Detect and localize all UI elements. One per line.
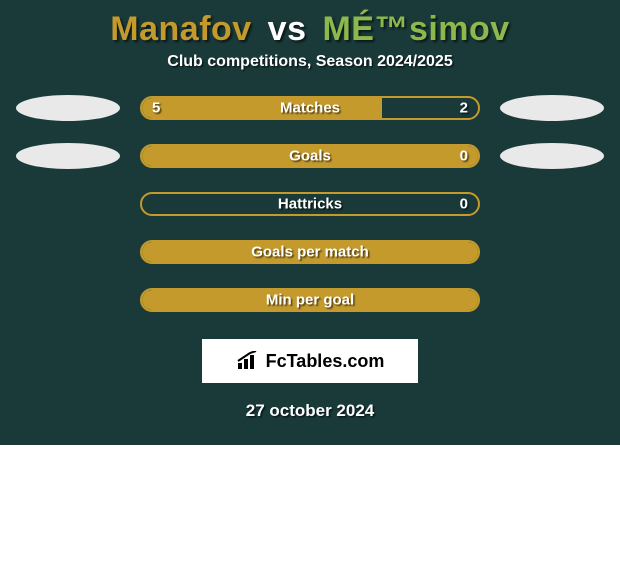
bar-right-value: 0 [460, 148, 468, 165]
logo-text: FcTables.com [266, 351, 385, 372]
left-oval [16, 95, 120, 121]
right-oval-placeholder [500, 239, 604, 265]
bar-label: Hattricks [278, 196, 342, 213]
bar-right-value: 2 [460, 100, 468, 117]
bar-label: Goals [289, 148, 331, 165]
bar-track: Min per goal [140, 288, 480, 312]
player2-name: MÉ™simov [322, 10, 509, 48]
page-title: Manafov vs MÉ™simov [0, 0, 620, 53]
bar-fill [142, 98, 382, 118]
bar-label: Goals per match [251, 244, 369, 261]
left-oval-placeholder [16, 239, 120, 265]
bar-track: Goals 0 [140, 144, 480, 168]
left-oval-placeholder [16, 287, 120, 313]
stats-container: 5 Matches 2 Goals 0 Hattricks 0 [0, 95, 620, 313]
stat-row-goals: Goals 0 [0, 143, 620, 169]
date-text: 27 october 2024 [0, 401, 620, 421]
stat-row-mpg: Min per goal [0, 287, 620, 313]
bar-left-value: 5 [152, 100, 160, 117]
vs-text: vs [268, 10, 307, 48]
logo-box: FcTables.com [202, 339, 418, 383]
bar-track: Goals per match [140, 240, 480, 264]
stat-row-gpm: Goals per match [0, 239, 620, 265]
bar-track: Hattricks 0 [140, 192, 480, 216]
left-oval [16, 143, 120, 169]
subtitle: Club competitions, Season 2024/2025 [0, 53, 620, 95]
right-oval [500, 143, 604, 169]
player1-name: Manafov [110, 10, 251, 48]
right-oval-placeholder [500, 287, 604, 313]
bar-right-value: 0 [460, 196, 468, 213]
right-oval-placeholder [500, 191, 604, 217]
stat-row-hattricks: Hattricks 0 [0, 191, 620, 217]
comparison-panel: Manafov vs MÉ™simov Club competitions, S… [0, 0, 620, 445]
left-oval-placeholder [16, 191, 120, 217]
stat-row-matches: 5 Matches 2 [0, 95, 620, 121]
chart-icon [236, 351, 262, 371]
bar-label: Matches [280, 100, 340, 117]
bar-track: 5 Matches 2 [140, 96, 480, 120]
right-oval [500, 95, 604, 121]
bar-label: Min per goal [266, 292, 354, 309]
